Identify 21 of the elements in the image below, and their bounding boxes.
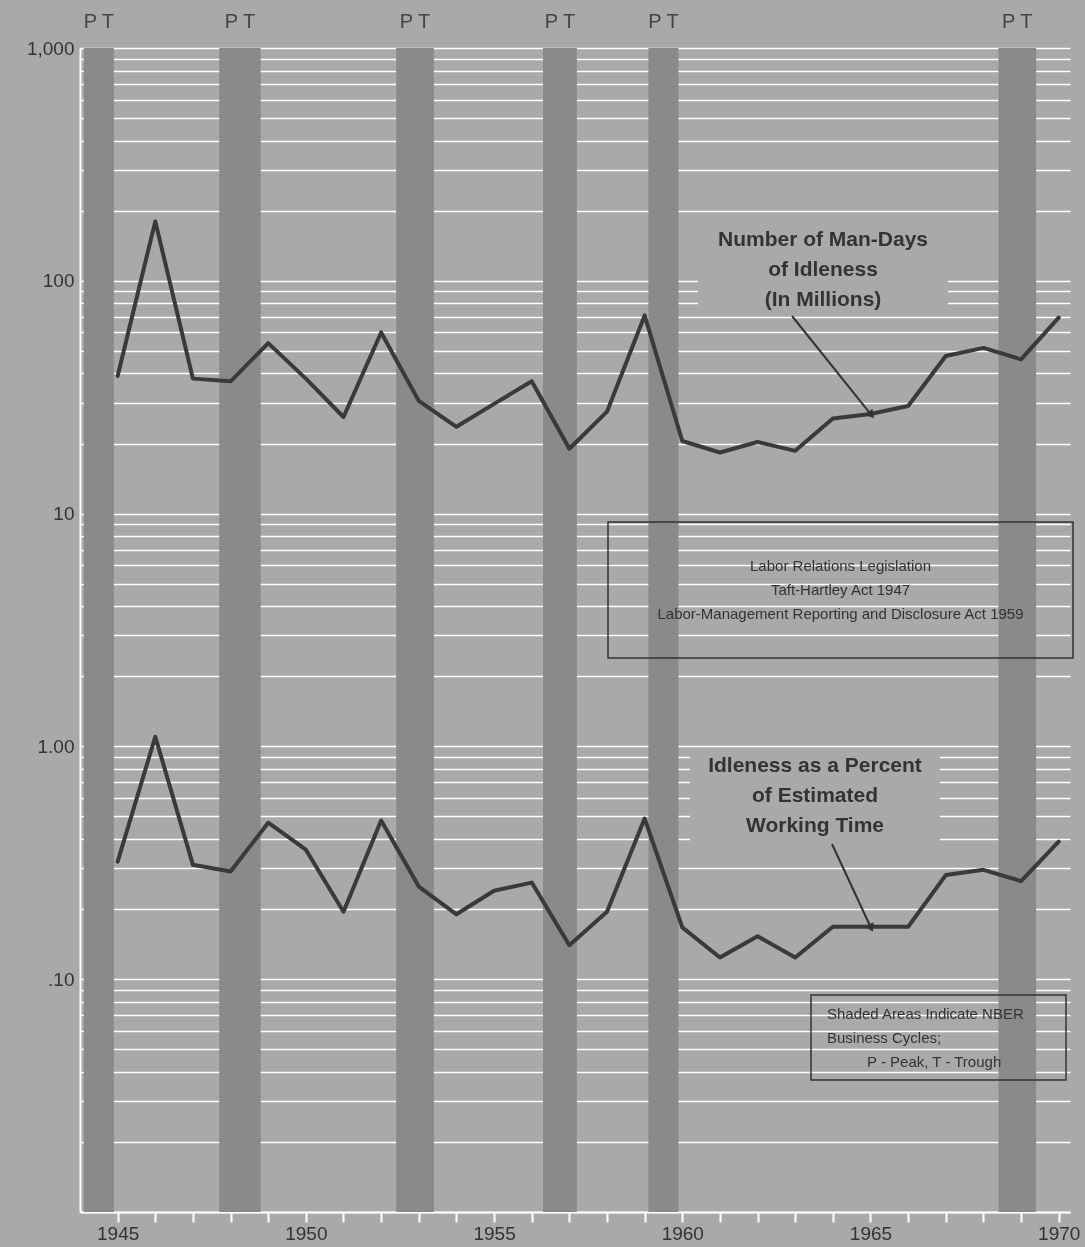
y-tick-label: .10 [48, 968, 75, 990]
text: Idleness as a Percent of Estimated Working Time [708, 753, 922, 836]
band-label: P T [648, 10, 679, 32]
text: Number of Man-Days of Idleness (In Millions) [717, 227, 929, 310]
x-tick-label: 1965 [849, 1222, 893, 1244]
y-tick-label: 1.00 [37, 735, 75, 757]
band-label: P T [83, 10, 115, 32]
line-series [115, 734, 1061, 960]
y-tick-label: 100 [42, 270, 75, 292]
band-label: P T [1002, 10, 1033, 32]
band-label: P T [224, 10, 256, 32]
y-tick-label: 1,000 [26, 37, 75, 59]
y-tick-label: 10 [53, 503, 75, 525]
x-tick-label: 1955 [473, 1222, 516, 1244]
band-label: P T [399, 10, 431, 32]
x-tick-label: 1945 [97, 1222, 140, 1244]
line-series [115, 219, 1061, 455]
x-tick-label: 1950 [285, 1222, 328, 1244]
band-label: P T [544, 10, 576, 32]
x-tick-label: 1970 [1038, 1222, 1081, 1244]
x-tick-label: 1960 [661, 1222, 704, 1244]
